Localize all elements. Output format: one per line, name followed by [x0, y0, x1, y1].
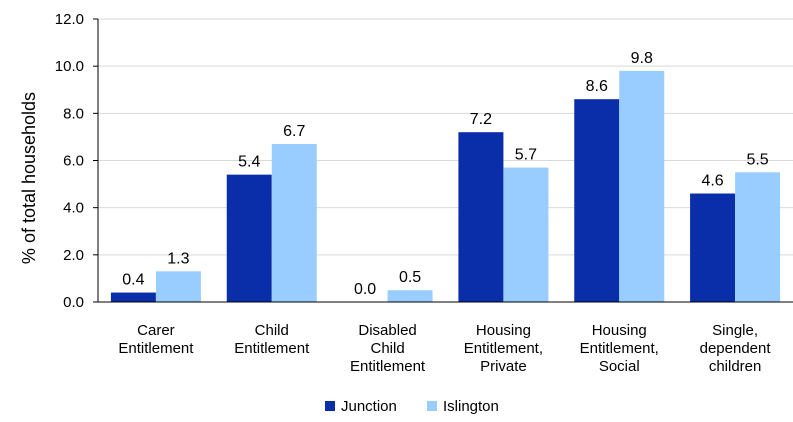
bar-junction: [226, 174, 272, 302]
bar-junction: [110, 292, 156, 302]
category-label: Carer Entitlement: [118, 322, 194, 357]
category-labels: Carer Entitlement Child Entitlement Disabled…: [118, 322, 771, 375]
category-label: Housing Entitlement, Social: [580, 322, 659, 375]
y-tick-label: 4.0: [63, 200, 84, 217]
y-tick-labels: 0.0 2.0 4.0 6.0 8.0 10.0 12.0: [55, 11, 98, 311]
data-labels: 0.4 5.4 0.0 7.2 8.6 4.6 1.3 6.7 0.5 5.7 9.8 5.5: [122, 50, 769, 298]
legend-swatch-islington: [427, 401, 437, 411]
bar-islington: [387, 290, 433, 302]
y-tick-label: 8.0: [63, 105, 84, 122]
bar-islington: [155, 271, 201, 302]
y-axis-title: % of total households: [19, 92, 39, 264]
category-label: Disabled Child Entitlement: [350, 322, 426, 375]
bar-junction: [690, 193, 736, 302]
legend-label-islington: Islington: [443, 398, 499, 415]
legend-label-junction: Junction: [341, 398, 397, 415]
data-label: 7.2: [470, 111, 492, 128]
data-label: 5.4: [238, 154, 260, 171]
bar-islington: [735, 172, 781, 302]
data-label: 0.5: [399, 269, 421, 286]
y-tick-label: 2.0: [63, 247, 84, 264]
data-label: 0.0: [354, 281, 376, 298]
legend: Junction Islington: [325, 398, 499, 415]
bar-junction: [458, 132, 504, 302]
y-tick-label: 6.0: [63, 153, 84, 170]
y-tick-label: 10.0: [55, 58, 84, 75]
data-label: 5.5: [746, 151, 768, 168]
data-label: 5.7: [515, 147, 537, 164]
legend-swatch-junction: [325, 401, 335, 411]
category-label: Single, dependent children: [700, 322, 772, 375]
gridlines: [98, 18, 793, 256]
data-label: 6.7: [283, 123, 305, 140]
bar-islington: [619, 70, 665, 302]
bar-islington: [503, 167, 549, 302]
data-label: 0.4: [122, 272, 144, 289]
data-label: 4.6: [701, 173, 723, 190]
category-label: Child Entitlement: [234, 322, 310, 357]
data-label: 8.6: [586, 78, 608, 95]
bars: [110, 70, 781, 302]
data-label: 1.3: [167, 250, 189, 267]
y-tick-label: 0.0: [63, 294, 84, 311]
data-label: 9.8: [631, 50, 653, 67]
category-label: Housing Entitlement, Private: [464, 322, 543, 375]
bar-islington: [271, 143, 317, 302]
bar-junction: [574, 99, 620, 302]
y-tick-label: 12.0: [55, 11, 84, 28]
